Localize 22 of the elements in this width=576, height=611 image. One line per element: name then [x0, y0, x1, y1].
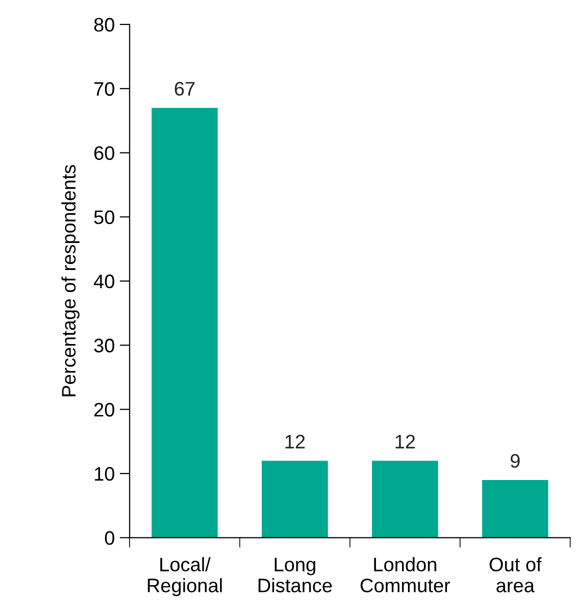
y-tick-label: 10: [94, 466, 114, 481]
y-tick-label: 30: [94, 338, 114, 352]
data-label: 67: [174, 82, 195, 96]
x-tick-label: London Commuter: [360, 557, 450, 592]
y-tick-label: 80: [94, 18, 114, 32]
x-tick-label: Out of area: [490, 557, 542, 592]
y-tick-label: 0: [104, 531, 114, 545]
y-tick-label: 50: [94, 210, 114, 224]
bar: [372, 460, 438, 538]
y-axis-title: Percentage of respondents: [61, 165, 80, 396]
bar: [262, 460, 328, 538]
data-label: 12: [396, 434, 415, 448]
y-tick-label: 70: [94, 82, 114, 96]
x-tick-label: Long Distance: [258, 558, 332, 592]
data-label: 9: [510, 454, 520, 468]
x-tick-label: Local/ Regional: [148, 557, 222, 596]
y-tick-label: 60: [94, 146, 114, 160]
data-label: 12: [286, 434, 305, 448]
bar: [482, 480, 548, 538]
bar: [152, 108, 218, 538]
y-tick-label: 20: [94, 402, 114, 417]
y-tick-label: 40: [94, 274, 114, 288]
